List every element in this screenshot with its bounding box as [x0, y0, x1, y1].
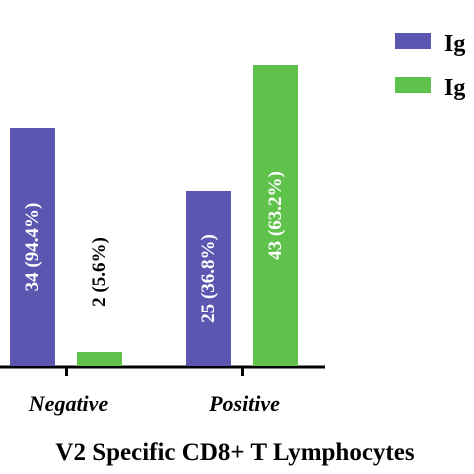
- bar-negative-series-2: [77, 352, 122, 366]
- data-label-negative-series-2: 2 (5.6%): [89, 237, 110, 307]
- bar-positive-series-2: [253, 65, 298, 366]
- legend-label-series-2: Ig: [444, 75, 465, 101]
- x-tick-label-negative: Negative: [28, 391, 109, 416]
- legend-swatch-series-1: [395, 33, 431, 49]
- legend-swatch-series-2: [395, 77, 431, 93]
- x-axis-title: V2 Specific CD8+ T Lymphocytes: [55, 439, 414, 466]
- data-label-positive-series-1: 25 (36.8%): [198, 234, 219, 323]
- bar-positive-series-1: [186, 191, 231, 366]
- data-label-positive-series-2: 43 (63.2%): [265, 171, 286, 260]
- x-tick-label-positive: Positive: [208, 391, 280, 416]
- bar-negative-series-1: [10, 128, 55, 366]
- data-label-negative-series-1: 34 (94.4%): [22, 203, 43, 292]
- legend-label-series-1: Ig: [444, 31, 465, 57]
